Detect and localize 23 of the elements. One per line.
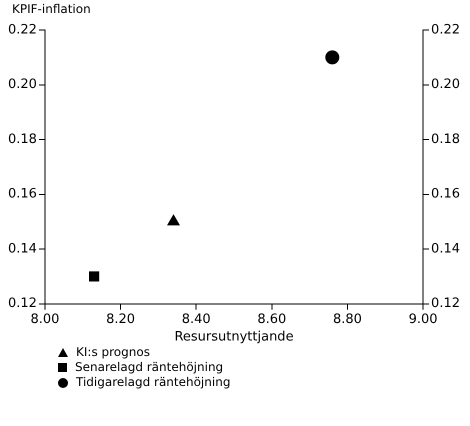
y-tick-label: 0.20 <box>8 77 37 92</box>
y-tick-label: 0.16 <box>8 186 37 202</box>
x-tick-label: 8.00 <box>30 312 60 327</box>
x-axis-title: Resursutnyttjande <box>174 330 294 345</box>
x-tick-label: 8.80 <box>332 312 362 327</box>
y-tick-label: 0.14 <box>8 241 37 256</box>
y2-tick-label: 0.20 <box>431 77 460 92</box>
y2-tick-label: 0.22 <box>431 22 460 38</box>
legend-label: Senarelagd räntehöjning <box>75 360 224 375</box>
y2-tick-label: 0.14 <box>431 241 460 256</box>
x-tick-label: 9.00 <box>408 312 438 327</box>
y2-tick-label: 0.12 <box>431 296 460 312</box>
x-tick-label: 8.20 <box>106 312 136 327</box>
y-tick-label: 0.22 <box>8 22 37 38</box>
y-tick-label: 0.18 <box>8 132 37 147</box>
y-tick-label: 0.12 <box>8 296 37 312</box>
x-tick-label: 8.40 <box>182 312 211 327</box>
y2-tick-label: 0.16 <box>431 186 460 202</box>
y2-tick-label: 0.18 <box>431 132 460 147</box>
legend-label: Tidigarelagd räntehöjning <box>76 375 230 390</box>
y-axis-title: KPIF-inflation <box>12 2 91 16</box>
x-tick-label: 8.60 <box>257 312 286 327</box>
legend-label: KI:s prognos <box>76 345 150 360</box>
